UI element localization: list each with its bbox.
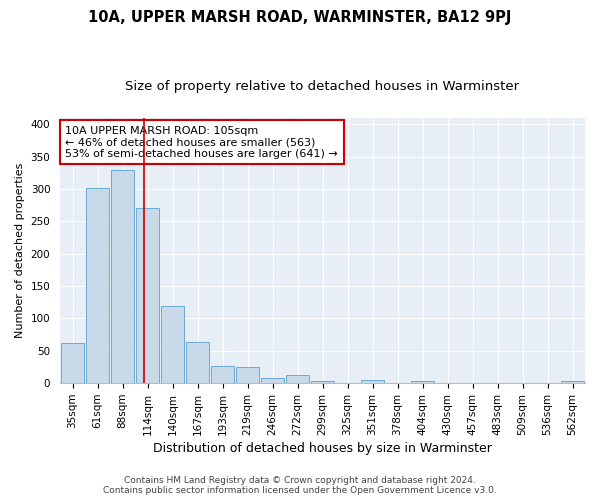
Bar	[61, 343, 84, 383]
Bar	[111, 170, 134, 383]
Bar	[411, 382, 434, 383]
Bar	[561, 382, 584, 383]
Y-axis label: Number of detached properties: Number of detached properties	[15, 163, 25, 338]
Bar	[311, 380, 334, 383]
Text: Contains HM Land Registry data © Crown copyright and database right 2024.
Contai: Contains HM Land Registry data © Crown c…	[103, 476, 497, 495]
Text: 10A UPPER MARSH ROAD: 105sqm
← 46% of detached houses are smaller (563)
53% of s: 10A UPPER MARSH ROAD: 105sqm ← 46% of de…	[65, 126, 338, 159]
Bar	[261, 378, 284, 383]
X-axis label: Distribution of detached houses by size in Warminster: Distribution of detached houses by size …	[153, 442, 492, 455]
Bar	[86, 188, 109, 383]
Bar	[186, 342, 209, 383]
Bar	[211, 366, 234, 383]
Bar	[236, 367, 259, 383]
Bar	[361, 380, 384, 383]
Bar	[136, 208, 159, 383]
Bar	[286, 375, 309, 383]
Bar	[161, 306, 184, 383]
Text: 10A, UPPER MARSH ROAD, WARMINSTER, BA12 9PJ: 10A, UPPER MARSH ROAD, WARMINSTER, BA12 …	[88, 10, 512, 25]
Title: Size of property relative to detached houses in Warminster: Size of property relative to detached ho…	[125, 80, 520, 93]
